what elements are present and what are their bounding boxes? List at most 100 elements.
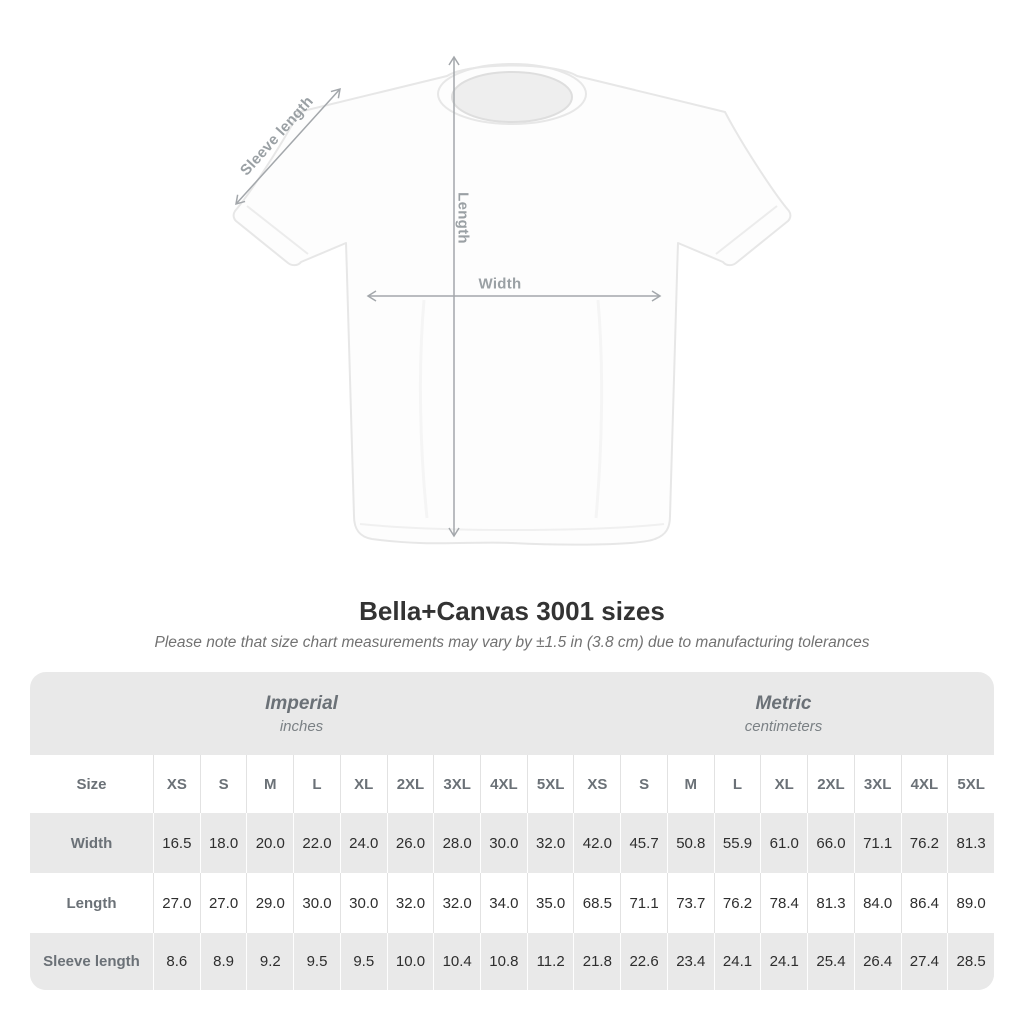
- size-value-cell: 76.2: [900, 813, 948, 873]
- size-value-cell: 66.0: [807, 813, 854, 873]
- size-value-cell: 81.3: [947, 813, 994, 873]
- size-value-cell: 34.0: [480, 873, 527, 933]
- size-value-cell: 71.1: [853, 813, 901, 873]
- size-value-cell: 22.6: [620, 933, 667, 990]
- size-value-cell: 10.4: [433, 933, 481, 990]
- size-corner-header: Size: [30, 755, 153, 813]
- page-title: Bella+Canvas 3001 sizes: [359, 596, 665, 626]
- row-label: Sleeve length: [30, 933, 153, 990]
- size-value-cell: 9.5: [293, 933, 340, 990]
- size-value-cell: 73.7: [666, 873, 714, 933]
- size-value-cell: 71.1: [620, 873, 667, 933]
- size-column-header: M: [666, 755, 714, 813]
- size-column-header: XL: [339, 755, 387, 813]
- size-value-cell: 23.4: [666, 933, 714, 990]
- size-value-cell: 30.0: [339, 873, 387, 933]
- tolerance-note: Please note that size chart measurements…: [154, 634, 870, 651]
- size-value-cell: 8.6: [153, 933, 200, 990]
- size-value-cell: 30.0: [293, 873, 340, 933]
- size-column-header: 4XL: [480, 755, 527, 813]
- size-column-header: 4XL: [900, 755, 948, 813]
- size-column-header: S: [620, 755, 667, 813]
- left-sleeve-hem-seam: [246, 205, 309, 255]
- size-value-cell: 20.0: [246, 813, 294, 873]
- size-value-cell: 68.5: [573, 873, 621, 933]
- tshirt-measurement-diagram: Sleeve length Length Width: [232, 55, 792, 546]
- length-annotation: Length: [454, 192, 472, 244]
- size-value-cell: 32.0: [386, 873, 434, 933]
- size-value-cell: 24.1: [713, 933, 761, 990]
- collar-inner-opening: [451, 71, 573, 123]
- size-column-header: L: [713, 755, 761, 813]
- size-value-cell: 86.4: [900, 873, 948, 933]
- size-table-grid: Size XS S M L XL 2XL 3XL 4XL 5XL XS S M L XL 2XL 3XL 4XL 5…: [30, 755, 994, 990]
- size-value-cell: 26.4: [853, 933, 901, 990]
- size-column-header: 5XL: [947, 755, 994, 813]
- size-value-cell: 35.0: [526, 873, 574, 933]
- width-annotation: Width: [478, 275, 522, 293]
- size-column-header: 2XL: [386, 755, 434, 813]
- imperial-group-header: Imperial inches: [30, 672, 573, 755]
- sleeve-length-arrow: [235, 87, 341, 206]
- imperial-unit-label: inches: [279, 717, 324, 735]
- size-value-cell: 28.5: [947, 933, 994, 990]
- size-column-header: 2XL: [807, 755, 854, 813]
- fabric-fold-right: [594, 299, 604, 519]
- size-value-cell: 8.9: [199, 933, 247, 990]
- size-value-cell: 21.8: [573, 933, 621, 990]
- imperial-label: Imperial: [265, 692, 338, 714]
- size-column-header: XS: [573, 755, 621, 813]
- size-value-cell: 55.9: [713, 813, 761, 873]
- size-column-header: 3XL: [853, 755, 901, 813]
- size-value-cell: 22.0: [293, 813, 340, 873]
- size-value-cell: 27.0: [199, 873, 247, 933]
- size-value-cell: 42.0: [573, 813, 621, 873]
- row-label: Length: [30, 873, 153, 933]
- size-column-header: XS: [153, 755, 200, 813]
- size-value-cell: 84.0: [853, 873, 901, 933]
- size-value-cell: 18.0: [199, 813, 247, 873]
- size-value-cell: 9.5: [339, 933, 387, 990]
- size-column-header: XL: [760, 755, 808, 813]
- fabric-fold-left: [418, 299, 429, 519]
- size-value-cell: 27.4: [900, 933, 948, 990]
- tshirt-body: [232, 64, 792, 546]
- size-column-header: S: [199, 755, 247, 813]
- size-value-cell: 30.0: [480, 813, 527, 873]
- size-value-cell: 32.0: [526, 813, 574, 873]
- size-value-cell: 61.0: [760, 813, 808, 873]
- size-value-cell: 50.8: [666, 813, 714, 873]
- size-value-cell: 24.1: [760, 933, 808, 990]
- size-value-cell: 32.0: [433, 873, 481, 933]
- metric-unit-label: centimeters: [744, 717, 823, 735]
- size-value-cell: 81.3: [807, 873, 854, 933]
- unit-group-header-row: Imperial inches Metric centimeters: [30, 672, 994, 755]
- size-value-cell: 26.0: [386, 813, 434, 873]
- size-value-cell: 89.0: [947, 873, 994, 933]
- size-column-header: L: [293, 755, 340, 813]
- size-value-cell: 9.2: [246, 933, 294, 990]
- size-chart-table: Imperial inches Metric centimeters Size X…: [30, 672, 994, 990]
- size-value-cell: 16.5: [153, 813, 200, 873]
- size-value-cell: 25.4: [807, 933, 854, 990]
- metric-label: Metric: [755, 692, 812, 714]
- size-value-cell: 27.0: [153, 873, 200, 933]
- right-sleeve-hem-seam: [715, 205, 778, 255]
- size-value-cell: 45.7: [620, 813, 667, 873]
- bottom-hem-seam: [359, 523, 665, 531]
- metric-group-header: Metric centimeters: [573, 672, 994, 755]
- size-value-cell: 29.0: [246, 873, 294, 933]
- collar-outer-edge: [437, 63, 587, 125]
- row-label: Width: [30, 813, 153, 873]
- size-value-cell: 11.2: [526, 933, 574, 990]
- size-value-cell: 10.0: [386, 933, 434, 990]
- size-value-cell: 10.8: [480, 933, 527, 990]
- size-value-cell: 28.0: [433, 813, 481, 873]
- size-column-header: M: [246, 755, 294, 813]
- tshirt-illustration: [232, 55, 792, 546]
- size-column-header: 5XL: [526, 755, 574, 813]
- size-column-header: 3XL: [433, 755, 481, 813]
- size-value-cell: 24.0: [339, 813, 387, 873]
- size-value-cell: 78.4: [760, 873, 808, 933]
- size-value-cell: 76.2: [713, 873, 761, 933]
